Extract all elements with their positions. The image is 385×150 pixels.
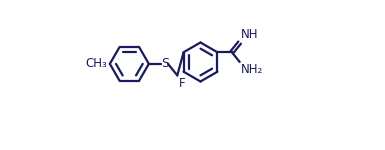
Text: NH: NH — [241, 28, 259, 41]
Text: S: S — [161, 57, 169, 70]
Text: CH₃: CH₃ — [86, 57, 107, 70]
Text: F: F — [179, 77, 186, 90]
Text: NH₂: NH₂ — [241, 63, 263, 76]
